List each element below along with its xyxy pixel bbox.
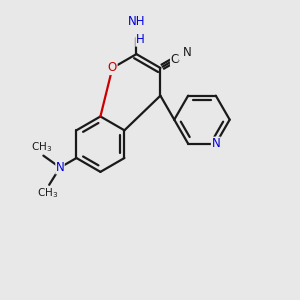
Text: CH$_3$: CH$_3$ [31, 140, 52, 154]
Text: O: O [108, 61, 117, 74]
Text: C: C [170, 53, 178, 66]
Text: CH$_3$: CH$_3$ [37, 186, 58, 200]
Text: N: N [212, 137, 220, 150]
Text: N: N [183, 46, 191, 59]
Text: H: H [136, 33, 144, 46]
Text: NH: NH [128, 15, 145, 28]
Text: N: N [56, 161, 64, 174]
